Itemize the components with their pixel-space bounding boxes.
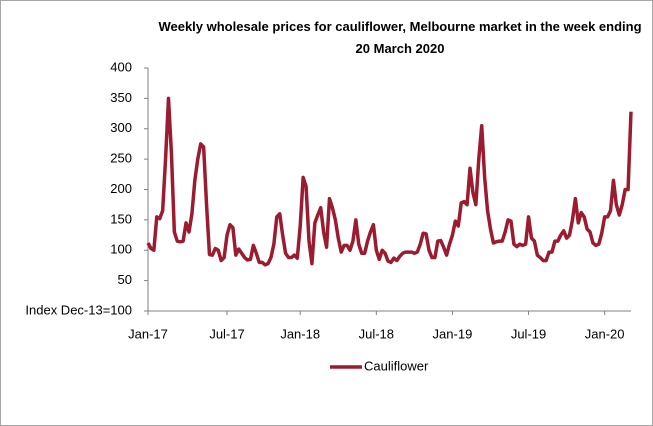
legend-label: Cauliflower	[364, 358, 429, 373]
y-tick-label: 300	[110, 120, 132, 135]
x-tick-label: Jan-19	[433, 326, 473, 341]
x-tick-label: Jul-17	[209, 326, 244, 341]
y-tick-label: 250	[110, 151, 132, 166]
line-series	[146, 96, 633, 267]
y-tick-label: 50	[118, 272, 132, 287]
x-tick-label: Jan-18	[280, 326, 320, 341]
chart-title: Weekly wholesale prices for cauliflower,…	[158, 19, 642, 56]
x-tick-label: Jul-18	[359, 326, 394, 341]
x-tick-label: Jul-19	[511, 326, 546, 341]
y-tick-label: 350	[110, 90, 132, 105]
y-tick-label: 150	[110, 211, 132, 226]
x-tick-label: Jan-17	[128, 326, 168, 341]
y-tick-label: 200	[110, 181, 132, 196]
y-tick-label: 400	[110, 59, 132, 74]
x-tick-label: Jan-20	[585, 326, 625, 341]
y-tick-label: 100	[110, 242, 132, 257]
y-tick-label: Index Dec-13=100	[25, 302, 132, 317]
